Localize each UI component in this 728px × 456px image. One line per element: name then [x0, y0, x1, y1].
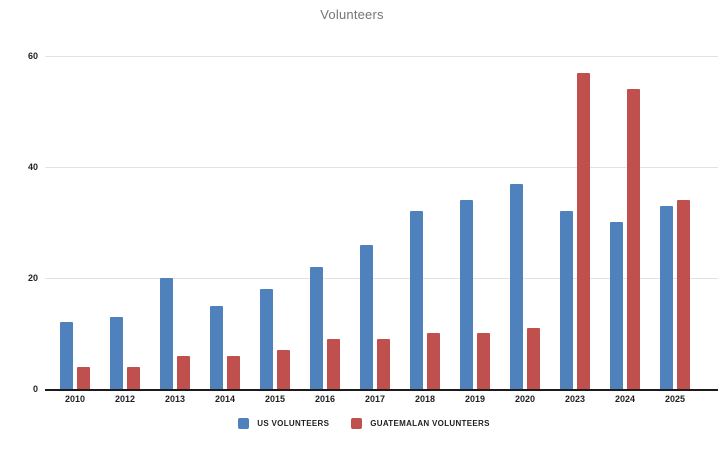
legend-swatch-us-volunteers — [238, 418, 250, 429]
bar-guatemalan-volunteers-2019 — [477, 333, 490, 389]
bar-guatemalan-volunteers-2014 — [227, 356, 240, 389]
legend-label-us-volunteers: US VOLUNTEERS — [257, 419, 330, 428]
bar-us-volunteers-2020 — [510, 184, 523, 389]
bar-us-volunteers-2014 — [210, 306, 223, 389]
x-tick-label-2015: 2015 — [264, 394, 286, 404]
bar-us-volunteers-2023 — [560, 211, 573, 389]
legend-label-guatemalan-volunteers: GUATEMALAN VOLUNTEERS — [370, 419, 490, 428]
bar-guatemalan-volunteers-2017 — [377, 339, 390, 389]
legend-item-guatemalan-volunteers: GUATEMALAN VOLUNTEERS — [351, 418, 489, 429]
bar-us-volunteers-2016 — [310, 267, 323, 389]
bar-us-volunteers-2017 — [360, 245, 373, 389]
bar-group-2020 — [510, 184, 540, 389]
bar-group-2024 — [610, 89, 640, 389]
legend-item-us-volunteers: US VOLUNTEERS — [238, 418, 329, 429]
legend-swatch-guatemalan-volunteers — [351, 418, 363, 429]
y-tick-label-40: 40 — [27, 162, 38, 172]
x-tick-label-2014: 2014 — [214, 394, 236, 404]
bar-group-2019 — [460, 200, 490, 389]
bar-group-2012 — [110, 317, 140, 389]
bar-group-2018 — [410, 211, 440, 389]
plot-area — [45, 56, 718, 391]
bar-guatemalan-volunteers-2012 — [127, 367, 140, 389]
bar-us-volunteers-2018 — [410, 211, 423, 389]
x-tick-label-2025: 2025 — [664, 394, 686, 404]
x-tick-label-2016: 2016 — [314, 394, 336, 404]
bar-guatemalan-volunteers-2015 — [277, 350, 290, 389]
y-tick-label-60: 60 — [27, 51, 38, 61]
x-tick-label-2024: 2024 — [614, 394, 636, 404]
bar-guatemalan-volunteers-2024 — [627, 89, 640, 389]
bar-guatemalan-volunteers-2018 — [427, 333, 440, 389]
bar-us-volunteers-2012 — [110, 317, 123, 389]
x-tick-label-2012: 2012 — [114, 394, 136, 404]
bar-us-volunteers-2013 — [160, 278, 173, 389]
x-tick-label-2018: 2018 — [414, 394, 436, 404]
bar-group-2017 — [360, 245, 390, 389]
bar-group-2025 — [660, 200, 690, 389]
chart-title: Volunteers — [320, 7, 384, 22]
x-tick-label-2020: 2020 — [514, 394, 536, 404]
x-tick-label-2019: 2019 — [464, 394, 486, 404]
y-tick-label-20: 20 — [27, 273, 38, 283]
x-tick-label-2013: 2013 — [164, 394, 186, 404]
chart-legend: US VOLUNTEERS GUATEMALAN VOLUNTEERS — [0, 418, 728, 429]
bar-us-volunteers-2025 — [660, 206, 673, 389]
x-tick-label-2023: 2023 — [564, 394, 586, 404]
gridline-y-20 — [45, 278, 718, 279]
bar-us-volunteers-2015 — [260, 289, 273, 389]
x-tick-label-2017: 2017 — [364, 394, 386, 404]
bar-us-volunteers-2024 — [610, 222, 623, 389]
gridline-y-60 — [45, 56, 718, 57]
bar-group-2010 — [60, 322, 90, 389]
bar-guatemalan-volunteers-2025 — [677, 200, 690, 389]
bar-group-2016 — [310, 267, 340, 389]
y-tick-label-0: 0 — [32, 384, 38, 394]
bar-group-2023 — [560, 73, 590, 389]
gridline-y-40 — [45, 167, 718, 168]
bar-guatemalan-volunteers-2010 — [77, 367, 90, 389]
bar-group-2013 — [160, 278, 190, 389]
bar-group-2014 — [210, 306, 240, 389]
bar-us-volunteers-2010 — [60, 322, 73, 389]
bar-guatemalan-volunteers-2016 — [327, 339, 340, 389]
bar-guatemalan-volunteers-2013 — [177, 356, 190, 389]
bar-guatemalan-volunteers-2023 — [577, 73, 590, 389]
bar-us-volunteers-2019 — [460, 200, 473, 389]
x-tick-label-2010: 2010 — [64, 394, 86, 404]
bar-group-2015 — [260, 289, 290, 389]
bar-guatemalan-volunteers-2020 — [527, 328, 540, 389]
